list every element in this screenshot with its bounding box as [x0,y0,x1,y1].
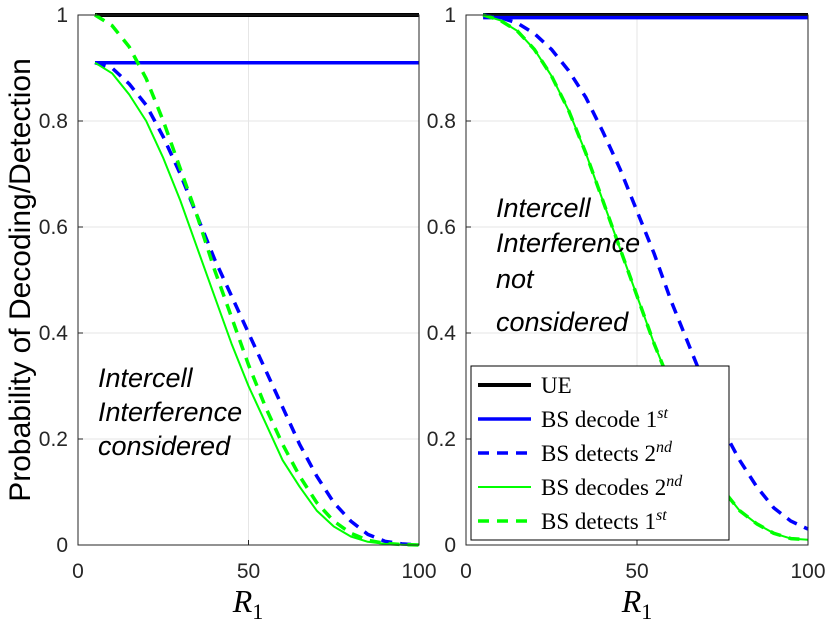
right-ytick-label-0: 0 [444,534,456,557]
left-xtick-label-1: 50 [237,560,260,583]
left-ytick-label-1: 0.2 [39,428,68,451]
left-x-axis-label: R1 [232,583,264,623]
left-annotation-line-1: Intercell [98,363,194,393]
right-annotation-line-4: considered [496,307,629,337]
right-x-axis-label-sub: 1 [641,599,652,623]
left-series-bs-decodes-2nd [94,61,420,546]
legend: UE BS decode 1st BS detects 2nd BS decodes … [470,365,730,541]
y-axis-label: Probability of Decoding/Detection [4,58,37,502]
right-xtick-label-0: 0 [460,560,472,583]
right-ytick-label-1: 0.2 [427,428,456,451]
left-xtick-label-2: 100 [401,560,436,583]
right-x-axis-label: R1 [621,583,653,623]
right-ytick-label-3: 0.6 [427,216,456,239]
left-ytick-label-3: 0.6 [39,216,68,239]
right-annotation-line-1: Intercell [496,193,592,223]
left-annotation-line-3: considered [98,431,231,461]
left-ytick-label-4: 0.8 [39,110,68,133]
right-xtick-label-2: 100 [790,560,825,583]
left-series-bs-detects-2nd [94,61,420,547]
right-panel: 0 50 100 0 0.2 0.4 0.6 0.8 1 Intercell Interfere… [427,4,826,623]
left-panel: 0 50 100 0 0.2 0.4 0.6 0.8 1 Intercell Interfere… [39,4,437,623]
legend-label-bs-detects-1st: BS detects 1st [541,507,667,534]
legend-label-bs-detects-2nd: BS detects 2nd [541,439,673,466]
right-xtick-label-1: 50 [625,560,648,583]
left-x-axis-label-sub: 1 [252,599,263,623]
right-annotation-line-3: not [496,264,535,294]
right-x-axis-label-main: R [621,583,642,619]
left-ytick-label-2: 0.4 [39,322,69,345]
right-ytick-label-4: 0.8 [427,110,456,133]
legend-box [470,365,730,541]
right-ytick-label-5: 1 [444,4,456,27]
left-xtick-label-0: 0 [72,560,84,583]
left-ytick-label-5: 1 [56,4,68,27]
right-series-bs-decodes-2nd [482,14,809,541]
left-x-axis-label-main: R [232,583,253,619]
legend-label-ue: UE [541,373,572,398]
right-ticks: 0 50 100 0 0.2 0.4 0.6 0.8 1 [427,4,826,583]
right-annotation-line-2: Interference [496,228,640,258]
left-ytick-label-0: 0 [56,534,68,557]
legend-label-bs-decodes-2nd: BS decodes 2nd [541,473,683,500]
right-series-bs-detects-2nd [482,13,809,531]
left-annotation-line-2: Interference [98,397,242,427]
left-ticks: 0 50 100 0 0.2 0.4 0.6 0.8 1 [39,4,437,583]
right-ytick-label-2: 0.4 [427,322,457,345]
legend-label-bs-decode-1st: BS decode 1st [541,405,668,432]
